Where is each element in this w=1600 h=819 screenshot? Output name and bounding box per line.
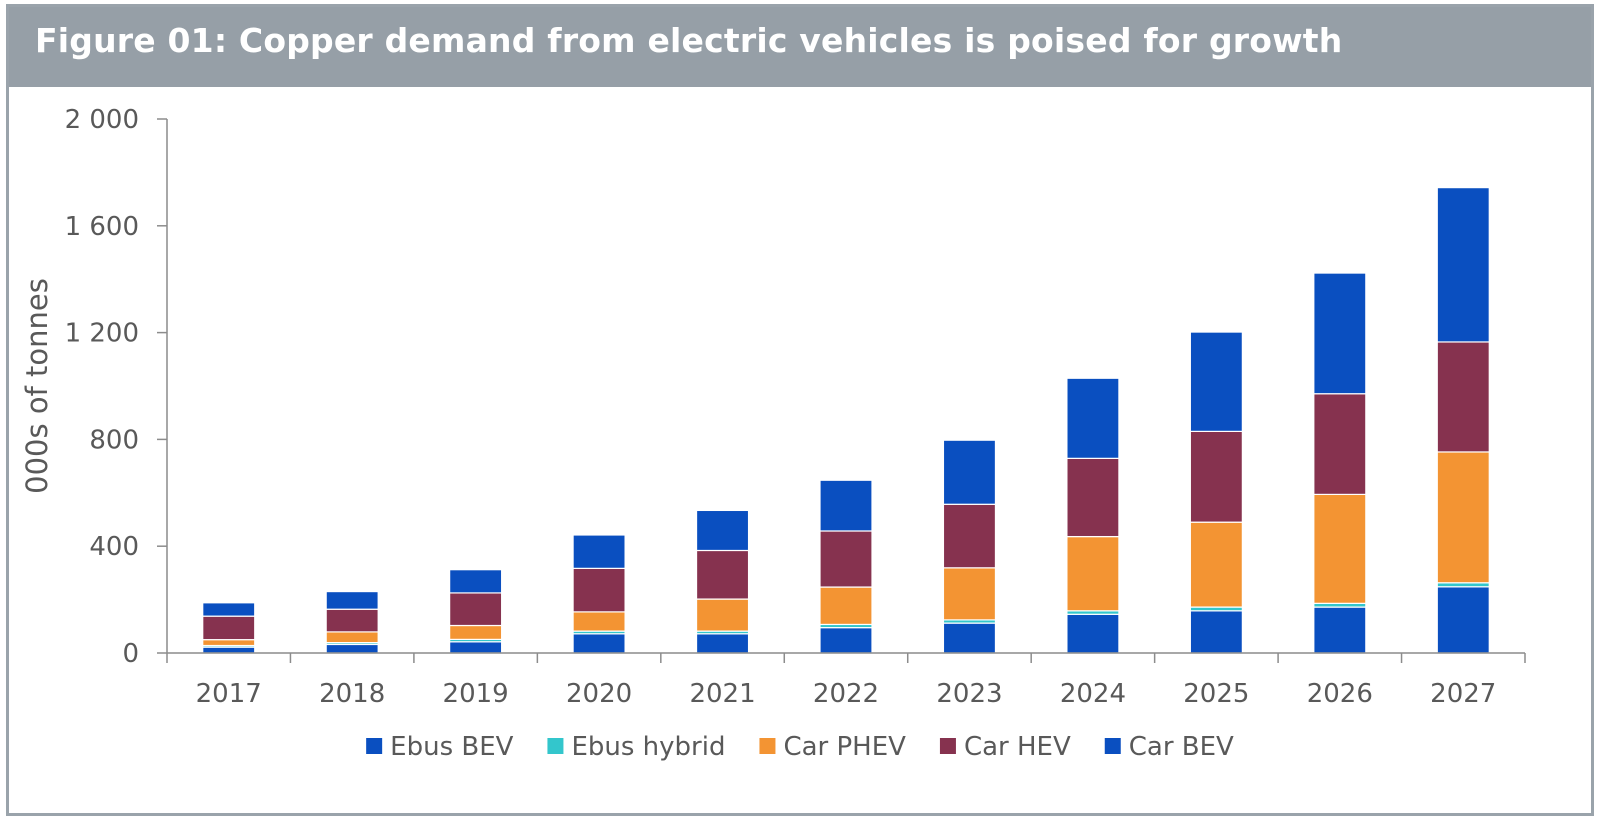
- y-tick-label: 2 000: [65, 105, 139, 135]
- bar-segment-car-phev: [1313, 493, 1367, 604]
- bar-segment-car-hev: [325, 608, 379, 633]
- legend-swatch: [547, 738, 564, 754]
- bar-segment-ebus-bev: [1313, 606, 1367, 654]
- bar-segment-car-phev: [695, 598, 750, 632]
- bar-segment-ebus-bev: [449, 641, 503, 654]
- bar-segment-ebus-bev: [695, 633, 750, 654]
- y-axis-title: 000s of tonnes: [20, 278, 54, 494]
- bar-segment-car-bev: [942, 439, 997, 505]
- x-tick-label: 2024: [1060, 679, 1126, 709]
- bar-segment-car-hev: [695, 549, 750, 600]
- bar-segment-car-phev: [1066, 535, 1120, 612]
- bar-segment-car-phev: [449, 624, 503, 640]
- x-tick-label: 2022: [813, 679, 879, 709]
- bar-segment-car-bev: [1313, 272, 1367, 395]
- bar-segment-ebus-bev: [819, 627, 873, 654]
- bar-segment-ebus-hybrid: [1436, 582, 1490, 588]
- bar-segment-car-bev: [1189, 331, 1243, 432]
- x-tick-label: 2027: [1430, 679, 1496, 709]
- bar-segment-car-bev: [695, 509, 750, 552]
- bar-segment-ebus-bev: [942, 622, 997, 654]
- y-tick-label: 400: [89, 532, 139, 562]
- bar-segment-ebus-bev: [572, 633, 626, 654]
- bar-segment-car-hev: [1189, 430, 1243, 523]
- bar-segment-car-phev: [1436, 451, 1490, 584]
- legend-label: Car BEV: [1129, 732, 1234, 762]
- x-tick-label: 2025: [1183, 679, 1249, 709]
- bar-segment-car-hev: [449, 592, 503, 627]
- legend-label: Car PHEV: [783, 732, 906, 762]
- bar-segment-car-bev: [202, 602, 256, 617]
- x-tick-label: 2018: [319, 679, 385, 709]
- bar-segment-ebus-bev: [1189, 610, 1243, 654]
- legend-swatch: [759, 738, 776, 754]
- legend-swatch: [366, 738, 383, 754]
- bar-segment-car-hev: [1436, 341, 1490, 453]
- x-tick-label: 2026: [1307, 679, 1373, 709]
- bar-segment-car-bev: [325, 590, 379, 610]
- bar-segment-car-bev: [1066, 377, 1120, 459]
- bar-segment-car-bev: [449, 569, 503, 594]
- bar-segment-car-phev: [942, 567, 997, 621]
- legend-label: Car HEV: [964, 732, 1071, 762]
- bar-segment-car-phev: [572, 611, 626, 632]
- figure-title: Figure 01: Copper demand from electric v…: [35, 21, 1343, 60]
- bar-segment-car-phev: [1189, 521, 1243, 608]
- bar-segment-car-phev: [325, 631, 379, 644]
- legend-swatch: [1104, 738, 1121, 754]
- bar-segment-ebus-bev: [202, 646, 256, 654]
- bar-segment-car-hev: [819, 530, 873, 588]
- bar-segment-ebus-bev: [1436, 586, 1490, 654]
- y-tick-label: 1 200: [65, 319, 139, 349]
- x-tick-label: 2019: [443, 679, 509, 709]
- bar-segment-car-hev: [1313, 393, 1367, 496]
- y-tick-label: 0: [122, 639, 139, 669]
- legend-label: Ebus BEV: [390, 732, 513, 762]
- x-tick-label: 2020: [566, 679, 632, 709]
- bar-segment-car-hev: [942, 503, 997, 569]
- bar-segment-car-phev: [202, 639, 256, 647]
- bar-segment-ebus-bev: [1066, 613, 1120, 654]
- y-tick-label: 1 600: [65, 212, 139, 242]
- title-bar: Figure 01: Copper demand from electric v…: [9, 7, 1591, 87]
- bar-segment-car-bev: [1436, 187, 1490, 343]
- legend-swatch: [939, 738, 956, 754]
- bar-segment-car-hev: [202, 615, 256, 641]
- legend-label: Ebus hybrid: [571, 732, 725, 762]
- x-tick-label: 2021: [689, 679, 755, 709]
- x-tick-label: 2017: [196, 679, 262, 709]
- bar-segment-car-hev: [1066, 457, 1120, 538]
- bar-segment-car-bev: [819, 479, 873, 532]
- y-tick-label: 800: [89, 425, 139, 455]
- bar-segment-car-hev: [572, 567, 626, 613]
- x-tick-label: 2023: [936, 679, 1002, 709]
- bar-segment-car-bev: [572, 534, 626, 569]
- bar-segment-ebus-bev: [325, 643, 379, 654]
- bar-segment-car-phev: [819, 586, 873, 626]
